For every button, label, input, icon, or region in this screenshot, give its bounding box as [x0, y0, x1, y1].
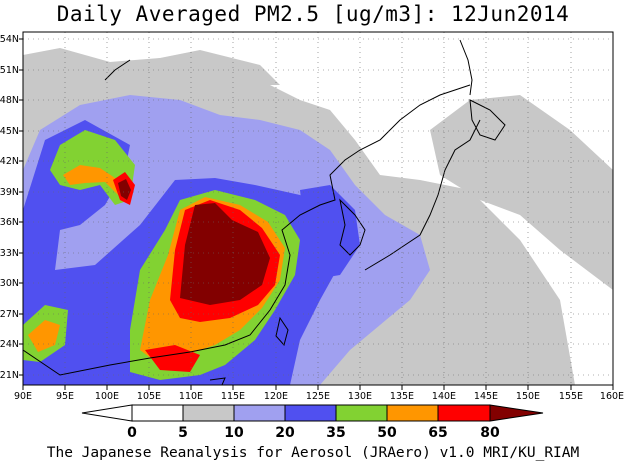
lat-tick-marks	[19, 38, 23, 376]
lon-tick-marks	[22, 385, 614, 390]
gray-region-north	[150, 50, 280, 85]
graticule	[23, 32, 613, 385]
lat-tick-label: 24N	[0, 339, 19, 350]
lon-tick-label: 150E	[516, 391, 540, 402]
colorbar-label: 80	[480, 425, 500, 441]
lon-tick-label: 125E	[306, 391, 330, 402]
data-source-credit: The Japanese Reanalysis for Aerosol (JRA…	[46, 445, 580, 461]
colorbar-label: 10	[224, 425, 244, 441]
lon-tick-label: 115E	[221, 391, 245, 402]
colorbar-segment	[284, 404, 337, 422]
lon-tick-labels: 90E 95E 100E 105E 110E 115E 120E 125E 13…	[14, 391, 624, 402]
colorbar	[81, 404, 544, 422]
lon-tick-label: 100E	[95, 391, 119, 402]
colorbar-label: 5	[178, 425, 188, 441]
lon-tick-label: 135E	[390, 391, 414, 402]
lat-tick-label: 33N	[0, 248, 19, 259]
orange-region-southwest	[28, 320, 60, 352]
lat-tick-label: 36N	[0, 217, 19, 228]
concentration-field	[23, 32, 613, 385]
colorbar-label: 65	[428, 425, 447, 441]
lon-tick-label: 95E	[56, 391, 74, 402]
lat-tick-label: 30N	[0, 278, 19, 289]
lon-tick-label: 90E	[14, 391, 32, 402]
colorbar-segment	[386, 404, 439, 422]
darkred-region-northwest	[118, 179, 131, 200]
coastlines	[23, 39, 506, 385]
coastline-china	[23, 84, 471, 376]
colorbar-labels: 0 5 10 20 35 50 65 80	[127, 425, 500, 441]
darkred-region-main	[180, 203, 270, 305]
lat-tick-label: 27N	[0, 309, 19, 320]
gray-region-northeast	[430, 95, 613, 290]
lon-tick-label: 105E	[137, 391, 161, 402]
colorbar-high-arrow	[489, 404, 544, 422]
red-region-south	[145, 345, 200, 372]
colorbar-low-arrow	[81, 404, 133, 422]
map-title: Daily Averaged PM2.5 [ug/m3]: 12Jun2014	[56, 2, 570, 26]
lat-tick-label: 21N	[0, 370, 19, 381]
colorbar-label: 35	[326, 425, 345, 441]
colorbar-segment	[335, 404, 388, 422]
lat-tick-label: 54N	[0, 34, 19, 45]
coastline-lake-baikal	[104, 59, 131, 81]
coastline-korea	[339, 198, 366, 256]
lat-tick-label: 39N	[0, 187, 19, 198]
colorbar-segment	[233, 404, 286, 422]
lon-tick-label: 145E	[474, 391, 498, 402]
coastline-hokkaido	[469, 99, 506, 141]
colorbar-segment	[131, 404, 184, 422]
coastline-taiwan	[275, 316, 289, 347]
colorbar-label: 0	[127, 425, 137, 441]
lat-tick-labels: 21N 24N 27N 30N 33N 36N 39N 42N 45N 48N …	[0, 34, 19, 381]
coastline-sakhalin	[459, 39, 473, 96]
coastline-japan	[364, 119, 481, 271]
lon-tick-label: 130E	[348, 391, 372, 402]
orange-region-northwest	[63, 165, 118, 195]
lat-tick-label: 48N	[0, 95, 19, 106]
lon-tick-label: 140E	[432, 391, 456, 402]
blue-region-east	[300, 185, 360, 280]
lat-tick-label: 42N	[0, 156, 19, 167]
colorbar-segment	[437, 404, 491, 422]
coastline-hainan	[209, 377, 226, 385]
lat-tick-label: 51N	[0, 65, 19, 76]
lon-tick-label: 155E	[559, 391, 583, 402]
lon-tick-label: 120E	[264, 391, 288, 402]
lon-tick-label: 160E	[600, 391, 624, 402]
colorbar-label: 20	[275, 425, 295, 441]
lat-tick-label: 45N	[0, 126, 19, 137]
colorbar-segment	[182, 404, 235, 422]
colorbar-label: 50	[377, 425, 397, 441]
lon-tick-label: 110E	[179, 391, 203, 402]
